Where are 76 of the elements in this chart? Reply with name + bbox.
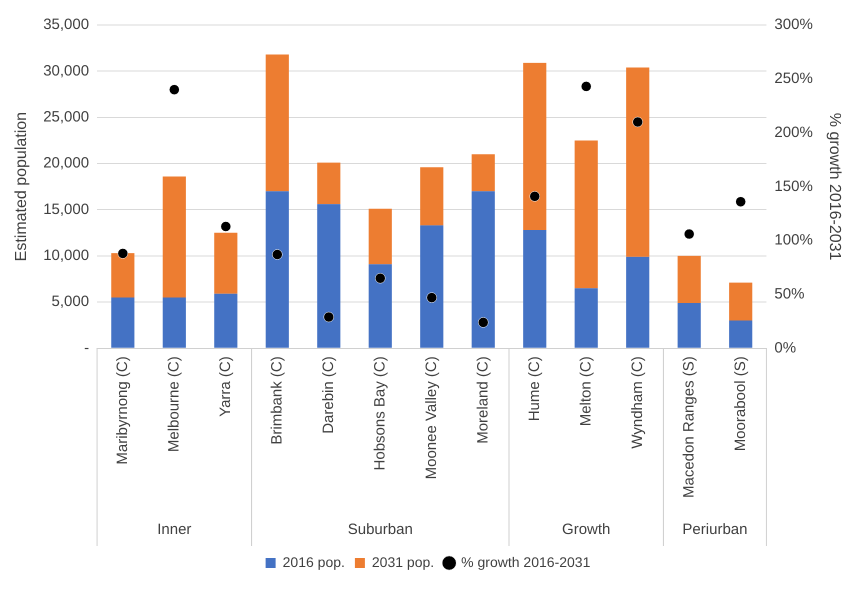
y-tick-label: 20,000	[43, 154, 90, 172]
x-tick-label: Yarra (C)	[216, 356, 234, 417]
point	[478, 317, 488, 328]
point	[169, 84, 180, 95]
bar	[420, 225, 444, 348]
bar	[368, 208, 392, 264]
y2-tick-label: 150%	[774, 178, 813, 195]
y2-tick-label: 0%	[774, 339, 796, 356]
legend-label: 2031 pop.	[372, 554, 434, 570]
y-tick-label: 30,000	[43, 62, 90, 80]
y-tick-label: 35,000	[43, 16, 90, 34]
bar	[626, 256, 650, 348]
y-tick-label: 25,000	[43, 108, 90, 126]
x-tick-label: Hume (C)	[526, 356, 543, 422]
x-tick-label: Melbourne (C)	[165, 356, 182, 452]
bar	[523, 230, 546, 348]
point	[735, 196, 746, 207]
bar	[472, 191, 495, 348]
point	[272, 249, 283, 260]
bar	[266, 191, 289, 348]
legend-label: % growth 2016-2031	[461, 554, 591, 570]
bar	[626, 67, 650, 257]
legend-label: 2016 pop.	[282, 554, 345, 570]
bar	[729, 282, 752, 321]
bar	[368, 264, 392, 348]
text: Periurban	[682, 521, 748, 538]
point	[324, 312, 334, 322]
x-tick-label: Wyndham (C)	[628, 356, 646, 449]
bar	[678, 303, 701, 348]
point	[580, 81, 592, 92]
x-tick-label: Hobsons Bay (C)	[371, 356, 388, 470]
x-tick-label: Maribyrnong (C)	[114, 356, 131, 465]
bar	[523, 62, 546, 230]
x-tick-label: Melton (C)	[577, 356, 594, 426]
y2-tick-label: 300%	[774, 16, 813, 34]
bar	[574, 140, 598, 288]
text: Inner	[157, 521, 192, 538]
y-tick-label: 10,000	[43, 247, 90, 264]
x-tick-label: Moonee Valley (C)	[422, 356, 440, 480]
point	[426, 292, 438, 303]
bar	[162, 176, 186, 298]
bar	[678, 256, 701, 304]
point	[529, 191, 540, 202]
point	[118, 248, 128, 259]
x-tick-label: Moorabool (S)	[732, 356, 749, 452]
bar	[729, 320, 752, 348]
y-tick-label: 5,000	[52, 293, 90, 310]
bar	[111, 253, 134, 298]
y2-tick-label: 250%	[774, 70, 813, 88]
bar	[420, 167, 444, 226]
bar	[317, 204, 340, 348]
y2-tick-label: 50%	[774, 286, 804, 303]
y-tick-label: -	[84, 339, 90, 356]
x-tick-label: Brimbank (C)	[268, 356, 286, 445]
text: Growth	[562, 521, 610, 538]
y2-tick-label: 100%	[774, 232, 813, 249]
point	[632, 116, 643, 128]
text: Suburban	[348, 521, 413, 538]
bar	[214, 294, 238, 348]
bar	[574, 288, 598, 348]
point	[220, 221, 232, 232]
x-tick-label: Moreland (C)	[474, 356, 492, 444]
y-axis-title: Estimated population	[13, 112, 30, 262]
point	[684, 228, 694, 240]
bar	[162, 297, 186, 348]
point	[375, 272, 386, 284]
y-tick-label: 15,000	[43, 200, 90, 218]
y2-tick-label: 200%	[774, 124, 813, 141]
bar	[214, 232, 238, 294]
bar	[266, 54, 289, 192]
bar	[317, 162, 340, 204]
bar	[111, 297, 134, 348]
x-tick-label: Macedon Ranges (S)	[680, 356, 698, 498]
y2-axis-title: % growth 2016-2031	[826, 112, 843, 261]
bar	[472, 154, 495, 192]
x-tick-label: Darebin (C)	[320, 356, 337, 434]
